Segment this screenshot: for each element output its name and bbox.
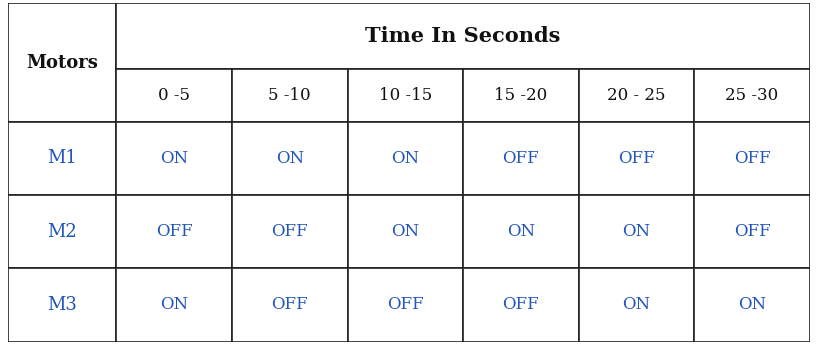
Bar bbox=[116, 195, 232, 268]
Bar bbox=[116, 69, 232, 122]
Text: OFF: OFF bbox=[155, 223, 192, 240]
Text: ON: ON bbox=[622, 296, 650, 313]
Bar bbox=[348, 122, 463, 195]
Text: OFF: OFF bbox=[618, 150, 655, 167]
Bar bbox=[578, 122, 694, 195]
Text: Time In Seconds: Time In Seconds bbox=[366, 27, 561, 47]
Bar bbox=[348, 69, 463, 122]
Bar bbox=[116, 122, 232, 195]
Text: 25 -30: 25 -30 bbox=[726, 87, 779, 104]
Text: OFF: OFF bbox=[387, 296, 424, 313]
Text: OFF: OFF bbox=[502, 296, 539, 313]
Text: 20 - 25: 20 - 25 bbox=[607, 87, 666, 104]
Text: 15 -20: 15 -20 bbox=[494, 87, 547, 104]
Bar bbox=[348, 195, 463, 268]
Bar bbox=[8, 3, 116, 122]
Text: 0 -5: 0 -5 bbox=[158, 87, 191, 104]
Bar bbox=[116, 268, 232, 342]
Bar bbox=[578, 195, 694, 268]
Bar bbox=[578, 69, 694, 122]
Text: 10 -15: 10 -15 bbox=[379, 87, 432, 104]
Text: OFF: OFF bbox=[272, 223, 308, 240]
Bar bbox=[116, 3, 810, 69]
Text: Motors: Motors bbox=[26, 53, 98, 72]
Text: M1: M1 bbox=[47, 149, 77, 167]
Bar bbox=[232, 69, 348, 122]
Bar bbox=[463, 268, 578, 342]
Text: ON: ON bbox=[391, 150, 420, 167]
Bar bbox=[578, 268, 694, 342]
Bar bbox=[232, 268, 348, 342]
Text: ON: ON bbox=[738, 296, 766, 313]
Bar bbox=[694, 69, 810, 122]
Bar bbox=[8, 122, 116, 195]
Text: 5 -10: 5 -10 bbox=[268, 87, 311, 104]
Bar bbox=[8, 268, 116, 342]
Text: OFF: OFF bbox=[734, 150, 771, 167]
Text: OFF: OFF bbox=[734, 223, 771, 240]
Bar bbox=[8, 195, 116, 268]
Text: M2: M2 bbox=[47, 223, 77, 241]
Text: ON: ON bbox=[160, 296, 188, 313]
Text: OFF: OFF bbox=[272, 296, 308, 313]
Text: M3: M3 bbox=[47, 296, 77, 314]
Bar bbox=[463, 69, 578, 122]
Bar bbox=[694, 122, 810, 195]
Bar bbox=[232, 195, 348, 268]
Bar bbox=[232, 122, 348, 195]
Bar bbox=[463, 195, 578, 268]
Bar bbox=[463, 122, 578, 195]
Bar bbox=[694, 195, 810, 268]
Text: ON: ON bbox=[391, 223, 420, 240]
Text: ON: ON bbox=[507, 223, 535, 240]
Bar bbox=[694, 268, 810, 342]
Text: ON: ON bbox=[160, 150, 188, 167]
Text: ON: ON bbox=[276, 150, 303, 167]
Bar bbox=[348, 268, 463, 342]
Text: OFF: OFF bbox=[502, 150, 539, 167]
Text: ON: ON bbox=[622, 223, 650, 240]
